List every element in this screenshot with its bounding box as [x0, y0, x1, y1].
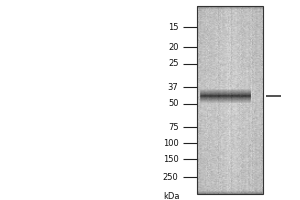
Text: 37: 37 [168, 83, 178, 92]
Text: 150: 150 [163, 154, 178, 164]
Text: 75: 75 [168, 122, 178, 132]
Bar [196, 6, 262, 194]
Text: 100: 100 [163, 138, 178, 148]
Text: 250: 250 [163, 172, 178, 182]
Text: 50: 50 [168, 99, 178, 108]
Text: 20: 20 [168, 43, 178, 51]
Text: 25: 25 [168, 60, 178, 68]
Text: 15: 15 [168, 22, 178, 31]
Text: kDa: kDa [164, 192, 180, 200]
